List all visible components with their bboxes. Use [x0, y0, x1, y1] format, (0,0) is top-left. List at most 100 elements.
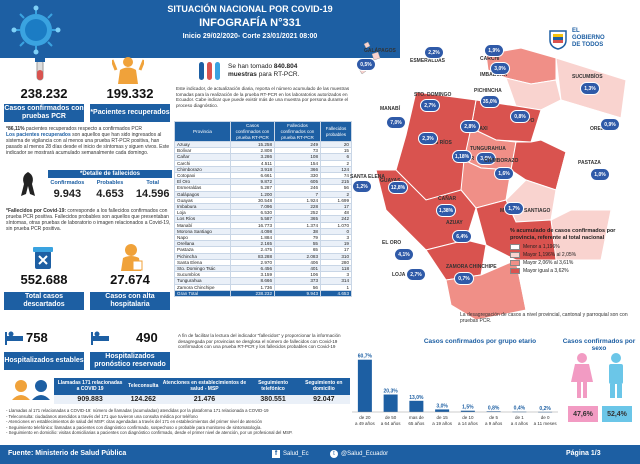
province-row: El Oro 9.872 605 215 — [174, 178, 352, 186]
deaths-col-total: Total — [146, 180, 160, 186]
deaths-note: *Fallecidos por Covid-19: corresponde a … — [6, 208, 172, 238]
facebook-icon: f — [272, 450, 280, 458]
legend-label: Mayor 2,06% al 3,61% — [523, 260, 574, 266]
map-province-percent: 1,18% — [452, 150, 472, 163]
map-province-percent: 3,6% — [476, 152, 496, 165]
services-note: - Teleconsulta: ciudadanos atendidos a t… — [6, 413, 198, 419]
province-value: 83.288 — [229, 252, 276, 260]
age-category-label: a 19 años — [432, 421, 453, 426]
legend-label: Mayor igual a 3,62% — [523, 268, 569, 274]
age-bar — [460, 410, 475, 412]
province-value: 310 — [320, 252, 352, 260]
confirmed-cases-value: 238.232 — [20, 86, 68, 101]
age-category-label: de 1 — [515, 415, 524, 420]
legend-item: Mayor igual a 3,62% — [510, 268, 634, 274]
province-value: 1.736 — [229, 283, 276, 291]
age-category-label: a 64 años — [381, 421, 402, 426]
age-bar-label: 20,3% — [384, 389, 399, 395]
col-deaths-probable: Fallecidos probables — [320, 121, 352, 142]
logo-text-1: EL — [572, 28, 580, 34]
services-header-phone-followup: Seguimiento telefónico — [248, 378, 298, 395]
province-table: Provincia Casos confirmados con prueba R… — [174, 121, 352, 298]
footer-facebook[interactable]: f Salud_Ec — [272, 450, 309, 458]
hospital-bed-icon — [5, 331, 23, 345]
province-value: 3 — [320, 271, 352, 279]
age-chart: 60,7% de 20a 49 años 20,3% de 50a 64 años 13… — [352, 354, 558, 426]
deaths-note-title: *Fallecidos por Covid-19: — [6, 208, 67, 214]
map-province-percent: 1,7% — [504, 202, 524, 215]
age-category-label: de 10 — [462, 415, 474, 420]
age-bar-label: 1,5% — [462, 405, 474, 411]
map-province-label: STO. DOMINGO — [414, 92, 452, 98]
sex-figures — [571, 353, 623, 398]
test-tube-icon — [35, 58, 45, 81]
age-category-label: de 5 — [489, 415, 498, 420]
discarded-value: 552.688 — [20, 272, 68, 287]
tests-value: 840.804 — [273, 63, 298, 70]
header-banner: SITUACIÓN NACIONAL POR COVID-19 INFOGRAF… — [0, 0, 400, 58]
province-row: Orellana 2.165 55 19 — [174, 240, 352, 248]
age-bar — [435, 409, 450, 412]
discarded-test-icon — [33, 247, 53, 269]
province-value: 280 — [320, 258, 352, 267]
province-value: 118 — [320, 265, 352, 273]
deaths-columns: Confirmados Probables Total — [46, 180, 174, 186]
hosp-reserved-value: 490 — [136, 330, 158, 345]
col-province: Provincia — [174, 121, 231, 142]
map-province-percent: 1,2% — [352, 180, 372, 193]
province-total-row: Gran Total 238.232 9.943 4.653 — [174, 289, 352, 298]
female-figure-icon — [571, 353, 593, 398]
map-province-percent: 1,38% — [436, 204, 456, 217]
confirmed-cases-label: Casos confirmados con pruebas PCR — [4, 104, 84, 122]
age-category-label: de 20 — [359, 415, 371, 420]
map-province-percent: 6,4% — [452, 230, 472, 243]
age-category-label: de 15 — [436, 415, 448, 420]
age-category-label: a 11 meses — [534, 421, 558, 426]
legend-item: Mayor 1,196% al 2,05% — [510, 252, 634, 258]
services-note: - Seguimiento en domicilio: visitas domi… — [6, 430, 293, 436]
age-bar-label: 0,4% — [514, 406, 526, 412]
recovered-note-text: pacientes recuperados respecto a confirm… — [24, 126, 142, 132]
age-bar-label: 0,2% — [539, 406, 551, 412]
map-province-label: CHIMBORAZO — [484, 158, 519, 164]
facebook-handle: Salud_Ec — [283, 451, 309, 457]
virus-illustration-icon — [11, 5, 61, 55]
map-province-percent: 1,0% — [590, 168, 610, 181]
age-category-label: 65 años — [408, 421, 425, 426]
map-province-label: CARCHI — [480, 56, 500, 62]
footer-source: Fuente: Ministerio de Salud Pública — [8, 450, 127, 457]
hosp-reserved-label: Hospitalizados pronóstico reservado — [90, 352, 170, 370]
age-category-label: a 14 años — [458, 421, 479, 426]
legend-swatch — [510, 268, 520, 274]
deaths-col-confirmed: Confirmados — [50, 180, 85, 186]
map-province-percent: 0,7% — [454, 272, 474, 285]
male-figure-icon — [609, 353, 623, 398]
legend-label: Menor a 1,196% — [523, 244, 560, 250]
age-bar-label: 13,0% — [409, 395, 424, 401]
footer-twitter[interactable]: t @Salud_Ecuador — [330, 450, 388, 458]
tests-taken: Se han tomado 840.804 muestras para RT-P… — [228, 63, 308, 79]
map-province-label: TUNGURAHUA — [470, 146, 506, 152]
province-total-cell: 238.232 — [229, 289, 276, 298]
map-province-percent: 0,9% — [600, 118, 620, 131]
page-title: SITUACIÓN NACIONAL POR COVID-19 — [167, 4, 333, 14]
province-table-note: A fin de facilitar la lectura del indica… — [178, 333, 341, 349]
services-value-calls: 909.883 — [54, 395, 127, 404]
map-province-percent: 2,3% — [418, 132, 438, 145]
map-province-label: LOS RÍOS — [428, 140, 452, 146]
age-category-label: de 50 — [385, 415, 397, 420]
province-value: 1 — [320, 283, 352, 291]
services-value-phone-followup: 380.551 — [248, 395, 298, 404]
legend-swatch — [510, 244, 520, 250]
ecuador-map — [356, 41, 627, 321]
date-range: Inicio 29/02/2020- Corte 23/01/2021 08:0… — [182, 33, 318, 40]
map-province-label: CAÑAR — [438, 196, 457, 202]
deaths-values: 9.943 4.653 14.596 — [46, 188, 174, 200]
deaths-col-probable: Probables — [96, 180, 124, 186]
province-row: Loja 6.530 252 48 — [174, 209, 352, 217]
male-percent: 52,4% — [602, 406, 632, 422]
tests-unit: muestras — [228, 71, 257, 78]
services-header-teleconsult: Teleconsulta — [126, 378, 161, 395]
map-province-percent: 2,7% — [406, 268, 426, 281]
age-bar-label: 3,0% — [436, 403, 448, 409]
